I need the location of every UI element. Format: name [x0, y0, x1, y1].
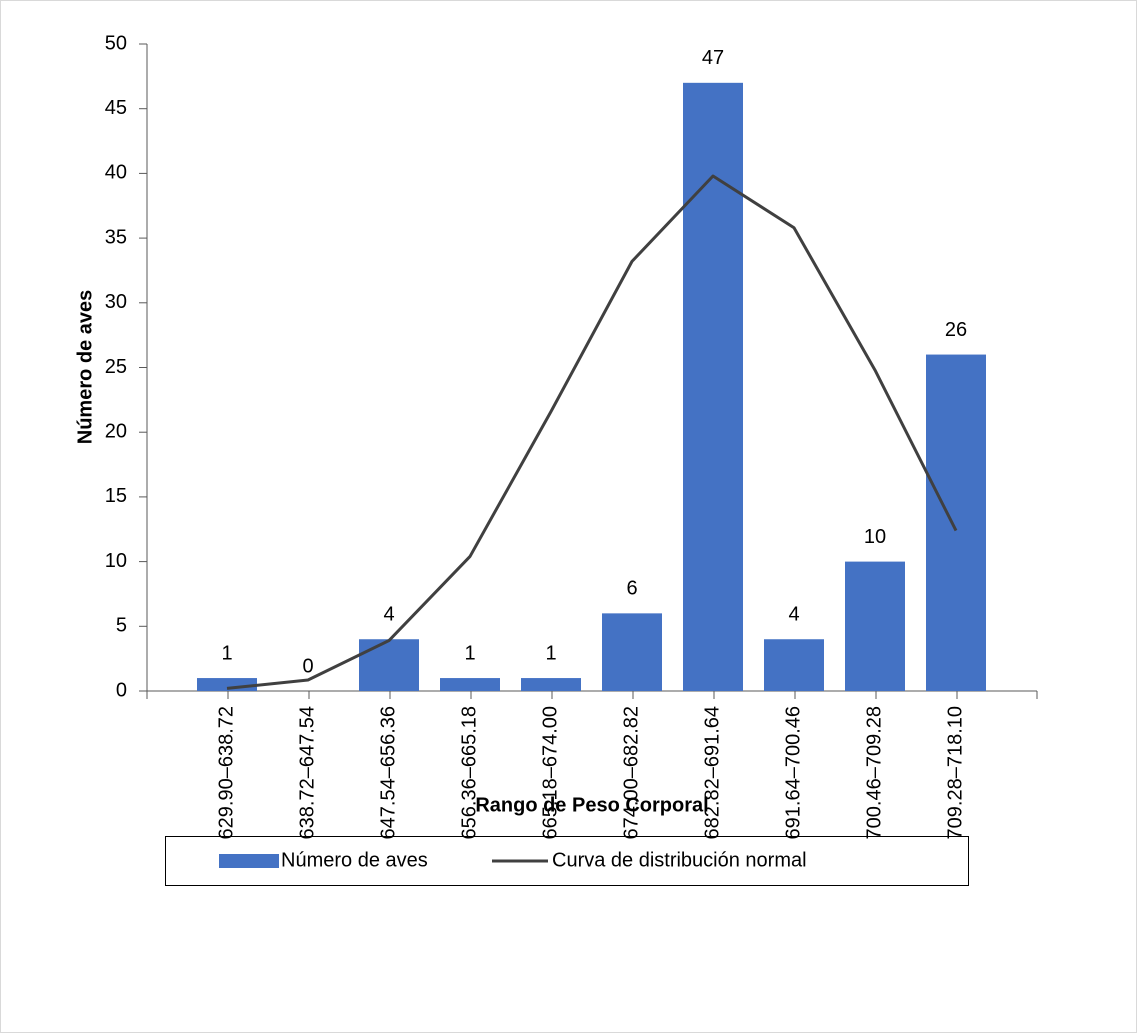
y-tick-label: 5 [116, 615, 127, 637]
x-tick-label: 691.64–700.46 [782, 706, 804, 839]
data-label: 10 [864, 526, 886, 548]
x-tick-label: 647.54–656.36 [377, 706, 399, 839]
bar [359, 639, 419, 691]
x-tick-label: 656.36–665.18 [458, 706, 480, 839]
data-label: 1 [545, 642, 556, 664]
data-label: 6 [626, 578, 637, 600]
y-tick-label: 45 [105, 97, 127, 119]
y-tick-label: 15 [105, 485, 127, 507]
y-axis-title: Número de aves [74, 290, 96, 445]
x-tick-label: 674.00–682.82 [620, 706, 642, 839]
x-tick-label: 638.72–647.54 [296, 706, 318, 839]
bar [926, 354, 986, 691]
data-label: 26 [945, 319, 967, 341]
x-tick-label: 709.28–718.10 [944, 706, 966, 839]
legend-label: Curva de distribución normal [552, 849, 807, 871]
legend-box [165, 836, 969, 886]
y-tick-label: 20 [105, 420, 127, 442]
x-tick-label: 629.90–638.72 [215, 706, 237, 839]
legend-swatch [219, 854, 279, 868]
bar [440, 678, 500, 691]
normal-curve [226, 174, 958, 690]
bar [197, 678, 257, 691]
bar [683, 82, 743, 691]
x-tick-label: 665.18–674.00 [539, 706, 561, 839]
y-tick-label: 25 [105, 356, 127, 378]
y-tick-label: 40 [105, 162, 127, 184]
bar [845, 561, 905, 691]
data-label: 0 [302, 655, 313, 677]
bar [521, 678, 581, 691]
y-tick-label: 0 [116, 679, 127, 701]
x-axis-title: Rango de Peso Corporal [475, 794, 708, 816]
y-tick-label: 10 [105, 550, 127, 572]
data-label: 4 [788, 604, 799, 626]
y-tick-label: 50 [105, 32, 127, 54]
data-label: 1 [464, 642, 475, 664]
y-tick-label: 30 [105, 291, 127, 313]
data-label: 47 [702, 47, 724, 69]
data-label: 4 [383, 604, 394, 626]
bar [764, 639, 824, 691]
bar [602, 613, 662, 691]
x-tick-label: 682.82–691.64 [701, 706, 723, 839]
data-label: 1 [221, 642, 232, 664]
y-tick-label: 35 [105, 226, 127, 248]
x-tick-label: 700.46–709.28 [863, 706, 885, 839]
legend-label: Número de aves [281, 849, 428, 871]
